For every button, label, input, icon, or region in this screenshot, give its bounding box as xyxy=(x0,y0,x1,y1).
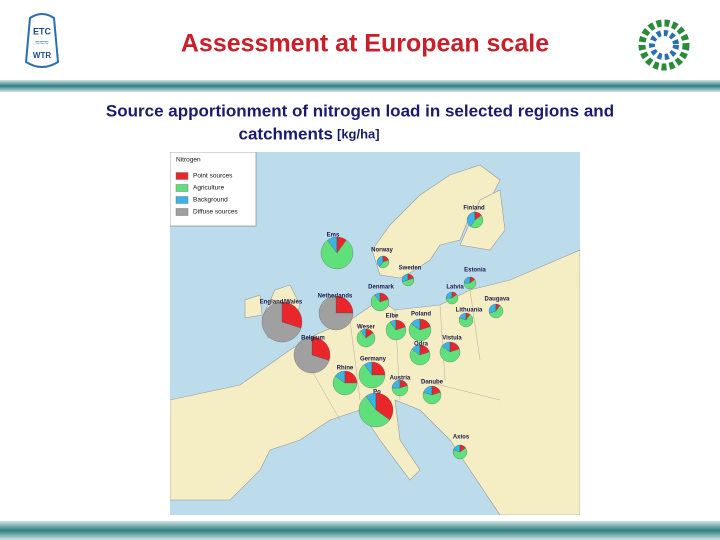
legend-swatch xyxy=(175,172,189,180)
pie-slice xyxy=(409,348,431,366)
region-label: Ems xyxy=(327,233,340,239)
pie-slice xyxy=(402,277,415,287)
pie-slice xyxy=(375,392,394,421)
subtitle: Source apportionment of nitrogen load in… xyxy=(106,101,614,120)
pie-slice xyxy=(470,215,484,229)
pie-slice xyxy=(463,279,477,290)
region-label: Estonia xyxy=(464,268,486,274)
region-label: Austria xyxy=(390,376,411,382)
logo-right xyxy=(638,19,690,71)
pie-slice xyxy=(281,301,303,329)
pie-slice xyxy=(385,321,407,341)
region-label: Daugava xyxy=(484,297,510,303)
subtitle: catchments xyxy=(239,124,333,143)
region-label: Germany xyxy=(360,357,387,363)
legend-swatch xyxy=(175,208,189,216)
pie-slice xyxy=(358,396,390,428)
legend-label: Diffuse sources xyxy=(193,209,238,216)
region-label: Elbe xyxy=(386,314,399,320)
region-label: Rhine xyxy=(337,366,354,372)
legend-title: Nitrogen xyxy=(176,157,201,164)
legend-label: Background xyxy=(193,197,228,204)
pie-slice xyxy=(408,323,432,342)
header-bar xyxy=(0,80,720,92)
pie-slice xyxy=(318,295,354,331)
region-label: Norway xyxy=(371,248,393,254)
region-label: England/Wales xyxy=(260,300,303,306)
region-label: Finland xyxy=(463,206,485,212)
region-label: Sweden xyxy=(399,266,422,272)
region-label: Denmark xyxy=(368,285,394,291)
pie-slice xyxy=(422,392,442,405)
pie-slice xyxy=(261,301,302,343)
pie-slice xyxy=(332,375,358,396)
pie-slice xyxy=(439,345,461,363)
logo-text: ETC xyxy=(33,26,52,36)
region-label: Danube xyxy=(421,380,444,386)
legend-label: Agriculture xyxy=(193,185,224,192)
pie-slice xyxy=(458,314,474,328)
pie-slice xyxy=(293,336,330,374)
borders xyxy=(299,289,501,421)
region-label: Po xyxy=(373,390,381,396)
title: Assessment at European scale xyxy=(181,30,549,58)
map: Nitrogen Point sources Agriculture Backgro… xyxy=(170,152,580,515)
subtitle-unit: [kg/ha] xyxy=(337,126,380,141)
pie-slice xyxy=(311,336,331,361)
pie-slice xyxy=(358,364,386,389)
region-label: Lithuania xyxy=(456,308,483,314)
pie-slice xyxy=(452,447,468,460)
pie-slice xyxy=(370,294,390,312)
legend-label: Point sources xyxy=(193,173,233,180)
region-label: Axios xyxy=(453,435,470,441)
pie-slice xyxy=(320,239,354,270)
region-label: Poland xyxy=(411,312,431,318)
pie-slice xyxy=(356,330,376,348)
region-label: Latvia xyxy=(446,285,464,291)
pie-slice xyxy=(489,305,504,319)
logo-waves: ≈≈≈ xyxy=(35,38,49,47)
legend-swatch xyxy=(175,196,189,204)
pie-slice xyxy=(445,294,459,305)
legend-swatch xyxy=(175,184,189,192)
logo-left: ETC ≈≈≈ WTR xyxy=(24,13,60,68)
region-label: Weser xyxy=(357,325,376,331)
pie-slice xyxy=(466,211,476,227)
logo-text: WTR xyxy=(33,51,51,60)
region-label: Odra xyxy=(414,342,429,348)
region-label: Netherlands xyxy=(318,294,353,300)
region-label: Belgium xyxy=(301,336,325,342)
region-label: Vistula xyxy=(442,336,462,342)
footer-bar xyxy=(0,521,720,540)
